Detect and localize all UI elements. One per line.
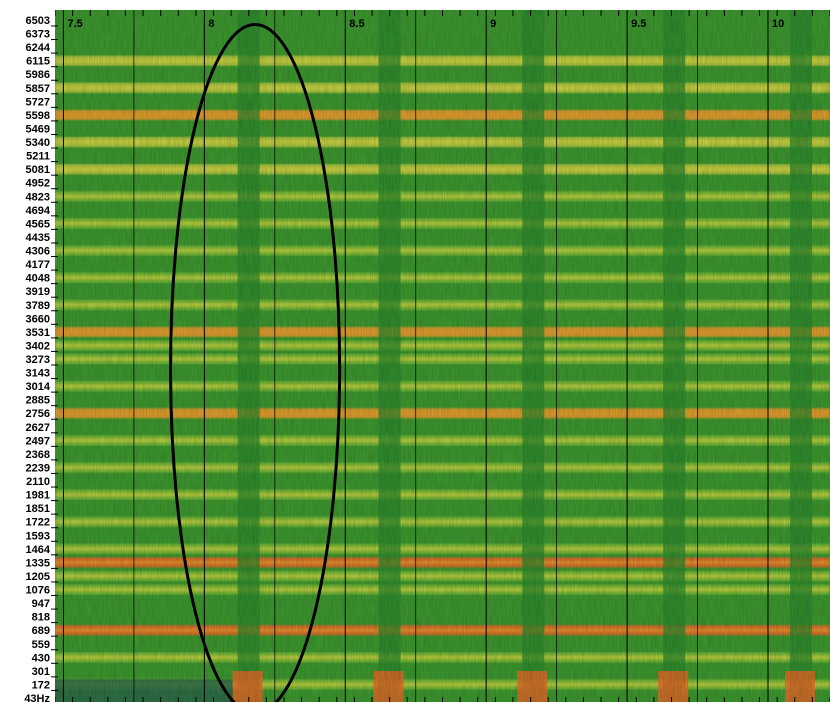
y-tick-label: 2368 [26, 449, 50, 461]
y-tick-label: 4435 [26, 232, 50, 244]
y-tick-label: 5211 [26, 151, 50, 163]
x-tick-label: 9 [490, 18, 496, 30]
y-tick-label: 6503 [26, 15, 50, 27]
y-tick-label: 689 [32, 625, 50, 637]
highlight-ellipse [169, 23, 342, 702]
y-tick-label: 5598 [26, 110, 50, 122]
y-tick-label: 172 [32, 679, 50, 691]
y-tick-label: 301 [32, 666, 50, 678]
y-tick-label: 1593 [26, 530, 50, 542]
y-tick-label: 1335 [26, 557, 50, 569]
y-tick-label: 3660 [26, 313, 50, 325]
y-tick-label: 4694 [26, 205, 51, 217]
y-tick-label: 3014 [26, 381, 51, 393]
y-tick-label: 947 [32, 598, 50, 610]
y-tick-label: 2497 [26, 435, 50, 447]
y-tick-label: 4048 [26, 273, 50, 285]
y-tick-label: 4565 [26, 218, 50, 230]
y-tick-label: 6373 [26, 29, 50, 41]
texture-overlay [55, 10, 830, 702]
y-tick-label: 430 [32, 652, 50, 664]
y-tick-label: 3143 [26, 368, 50, 380]
y-tick-label: 1205 [26, 571, 50, 583]
y-tick-label: 3919 [26, 286, 50, 298]
y-tick-label: 2885 [26, 395, 50, 407]
y-tick-label: 4823 [26, 191, 50, 203]
y-tick-label: 5986 [26, 69, 50, 81]
y-tick-label: 818 [32, 612, 50, 624]
y-tick-label: 5340 [26, 137, 50, 149]
y-tick-label: 2110 [26, 476, 50, 488]
y-tick-label: 1464 [26, 544, 51, 556]
x-tick-label: 8.5 [349, 18, 364, 30]
y-tick-label: 3789 [26, 300, 50, 312]
time-gridlines [54, 10, 830, 702]
time-axis: 7.5 8 8.5 9 9.5 10 [67, 18, 784, 30]
y-tick-label: 5469 [26, 123, 50, 135]
x-tick-label: 9.5 [631, 18, 646, 30]
y-tick-label: 43Hz [24, 693, 50, 702]
x-tick-label: 8 [208, 18, 214, 30]
y-tick-label: 559 [32, 639, 50, 651]
x-tick-label: 10 [772, 18, 784, 30]
y-tick-label: 4306 [26, 246, 50, 258]
y-tick-label: 6244 [26, 42, 51, 54]
y-tick-label: 3402 [26, 340, 50, 352]
y-tick-label: 4177 [26, 259, 50, 271]
y-tick-label: 5727 [26, 96, 50, 108]
y-tick-label: 5081 [26, 164, 50, 176]
y-tick-label: 6115 [26, 56, 50, 68]
y-tick-label: 2239 [26, 462, 50, 474]
y-tick-label: 3531 [26, 327, 50, 339]
y-axis-panel [0, 10, 55, 702]
y-tick-label: 1722 [26, 517, 50, 529]
y-tick-label: 1076 [26, 585, 50, 597]
y-tick-label: 2627 [26, 422, 50, 434]
y-tick-label: 2756 [26, 408, 50, 420]
y-tick-label: 1851 [26, 503, 50, 515]
y-tick-label: 1981 [26, 490, 50, 502]
y-tick-label: 3273 [26, 354, 50, 366]
y-tick-label: 5857 [26, 83, 50, 95]
y-tick-label: 4952 [26, 178, 50, 190]
x-tick-label: 7.5 [67, 18, 82, 30]
